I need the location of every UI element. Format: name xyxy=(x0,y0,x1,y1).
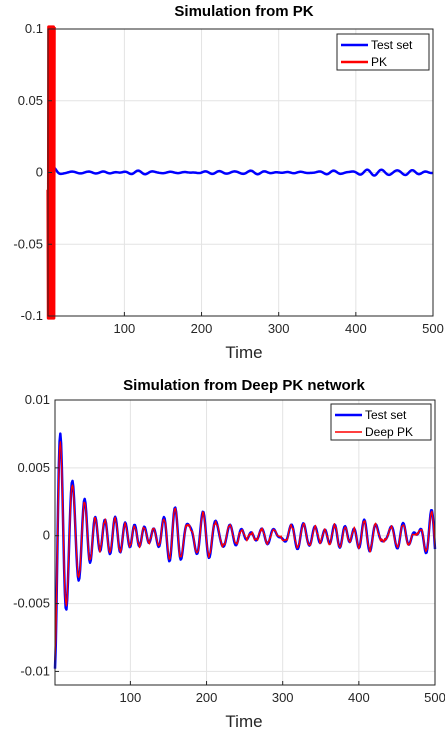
x-tick-label: 400 xyxy=(348,690,370,705)
x-tick-label: 200 xyxy=(191,321,213,336)
tick-labels: 100 200 300 400 500 -0.1 -0.05 0 0.05 0.1 xyxy=(13,21,443,336)
y-tick-label: 0 xyxy=(43,528,50,543)
legend-label-test-set: Test set xyxy=(371,38,413,52)
series-lines xyxy=(53,432,437,669)
chart-deep-pk: Simulation from Deep PK network 100 200 30… xyxy=(13,377,445,731)
legend-box xyxy=(330,403,432,441)
x-tick-label: 100 xyxy=(114,321,136,336)
y-tick-label: 0.01 xyxy=(25,392,50,407)
tick-labels: 100 200 300 400 500 -0.01 -0.005 0 0.005 0.01 xyxy=(13,392,445,705)
y-tick-label: -0.005 xyxy=(13,596,50,611)
series-lines xyxy=(46,25,434,320)
y-tick-label: 0.1 xyxy=(25,21,43,36)
x-axis-label: Time xyxy=(225,712,262,731)
x-tick-label: 500 xyxy=(422,321,444,336)
legend-label-deep-pk: Deep PK xyxy=(365,425,413,439)
chart-title: Simulation from PK xyxy=(174,3,313,20)
y-tick-label: -0.01 xyxy=(20,663,50,678)
legend: Test set Deep PK xyxy=(330,403,432,441)
x-tick-label: 500 xyxy=(424,690,445,705)
x-axis-label: Time xyxy=(225,343,262,362)
y-tick-label: -0.1 xyxy=(21,308,43,323)
x-tick-label: 200 xyxy=(196,690,218,705)
series-line-deep-pk xyxy=(54,441,436,661)
chart-title: Simulation from Deep PK network xyxy=(123,377,365,394)
x-tick-label: 300 xyxy=(272,690,294,705)
x-tick-label: 400 xyxy=(345,321,367,336)
legend-label-pk: PK xyxy=(371,55,387,69)
legend-box xyxy=(336,33,430,71)
x-tick-label: 300 xyxy=(268,321,290,336)
y-tick-label: 0.005 xyxy=(17,460,50,475)
y-tick-label: 0 xyxy=(36,165,43,180)
y-tick-label: -0.05 xyxy=(13,236,43,251)
legend-label-test-set: Test set xyxy=(365,408,407,422)
y-tick-label: 0.05 xyxy=(18,93,43,108)
legend: Test set PK xyxy=(336,33,430,71)
chart-pk: Simulation from PK 100 200 300 400 500 -0.1 -0… xyxy=(13,3,443,362)
series-line-test-set xyxy=(46,166,434,185)
series-line-pk xyxy=(46,25,56,320)
x-tick-label: 100 xyxy=(120,690,142,705)
axes-frame xyxy=(54,399,436,686)
